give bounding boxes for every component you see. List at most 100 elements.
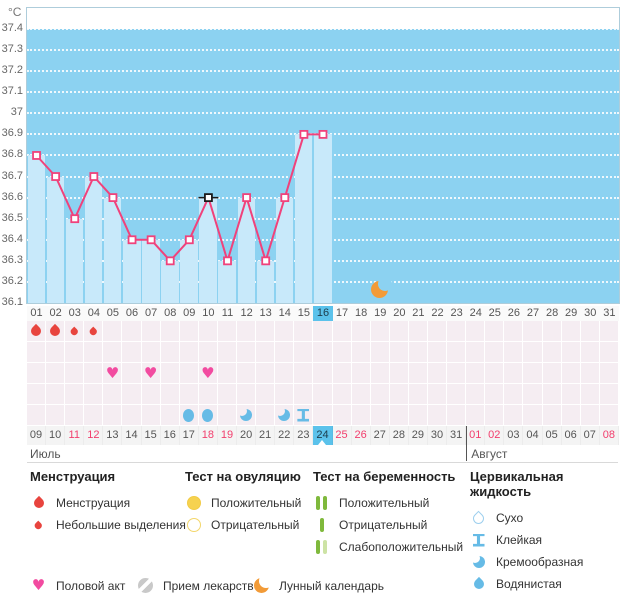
temperature-point-marker[interactable] <box>89 172 99 181</box>
grid-cell <box>237 321 257 342</box>
date-cell[interactable]: 08 <box>600 426 619 445</box>
cycle-day-cell[interactable]: 25 <box>488 307 501 319</box>
date-cell[interactable]: 30 <box>428 426 447 445</box>
cycle-day-cell[interactable]: 10 <box>202 307 215 319</box>
date-cell[interactable]: 22 <box>275 426 294 445</box>
date-cell[interactable]: 24 <box>313 426 333 445</box>
cycle-day-cell[interactable]: 13 <box>259 307 272 319</box>
date-cell[interactable]: 10 <box>46 426 65 445</box>
date-cell[interactable]: 13 <box>103 426 122 445</box>
date-cell[interactable]: 06 <box>562 426 581 445</box>
cycle-day-cell[interactable]: 04 <box>87 307 100 319</box>
temperature-point-marker[interactable] <box>70 214 80 224</box>
temperature-point-marker[interactable] <box>299 129 309 139</box>
grid-cell <box>351 384 371 405</box>
date-cell[interactable]: 20 <box>237 426 256 445</box>
grid-cell <box>427 384 448 405</box>
date-cell[interactable]: 14 <box>122 426 141 445</box>
y-axis-tick: 37.2 <box>1 64 23 77</box>
cycle-day-cell[interactable]: 06 <box>125 307 139 319</box>
cycle-day-cell[interactable]: 16 <box>313 306 333 321</box>
date-cell[interactable]: 25 <box>333 426 352 445</box>
date-cell[interactable]: 19 <box>218 426 237 445</box>
cycle-day-cell[interactable]: 11 <box>221 307 234 319</box>
fluid-creamy-icon <box>275 406 291 421</box>
cycle-day-cell[interactable]: 29 <box>565 307 578 319</box>
cycle-day-cell[interactable]: 07 <box>144 307 158 319</box>
date-cell[interactable]: 05 <box>543 426 562 445</box>
temperature-point-marker[interactable] <box>261 256 271 266</box>
temp-bar <box>218 260 237 303</box>
cycle-day-cell[interactable]: 14 <box>278 307 291 319</box>
cycle-day-cell[interactable]: 27 <box>526 307 540 319</box>
date-cell[interactable]: 28 <box>390 426 409 445</box>
grid-cell <box>485 405 505 426</box>
date-cell[interactable]: 17 <box>180 426 199 445</box>
temp-bar <box>46 176 65 303</box>
cycle-day-cell[interactable]: 03 <box>68 307 81 319</box>
cycle-day-cell[interactable]: 22 <box>431 307 444 319</box>
date-cell[interactable]: 23 <box>294 426 313 445</box>
cycle-day-cell[interactable]: 23 <box>450 307 463 319</box>
grid-cell <box>103 384 123 405</box>
cycle-day-cell[interactable]: 08 <box>164 307 177 319</box>
menstruation-drop-icon <box>69 326 79 336</box>
cycle-day-cell[interactable]: 19 <box>374 307 387 319</box>
cycle-day-cell[interactable]: 31 <box>603 307 616 319</box>
cycle-day-cell[interactable]: 02 <box>49 307 62 319</box>
temperature-point-marker[interactable] <box>165 256 175 266</box>
date-cell[interactable]: 27 <box>371 426 390 445</box>
grid-cell <box>504 321 524 342</box>
date-cell[interactable]: 29 <box>409 426 428 445</box>
grid-cell <box>523 384 543 405</box>
temperature-point-marker[interactable] <box>280 193 290 203</box>
grid-cell <box>27 384 47 405</box>
date-cell[interactable]: 16 <box>161 426 180 445</box>
date-cell[interactable]: 09 <box>27 426 46 445</box>
grid-cell <box>504 405 524 426</box>
cursor-point-marker[interactable] <box>204 193 213 203</box>
cycle-day-cell[interactable]: 17 <box>335 307 349 319</box>
date-cell[interactable]: 02 <box>485 426 504 445</box>
cycle-day-cell[interactable]: 18 <box>355 307 368 319</box>
date-cell[interactable]: 21 <box>256 426 275 445</box>
cycle-day-cell[interactable]: 01 <box>30 307 43 319</box>
temperature-point-marker[interactable] <box>318 129 328 139</box>
date-cell[interactable]: 26 <box>352 426 371 445</box>
cycle-day-cell[interactable]: 15 <box>297 307 310 319</box>
date-cell[interactable]: 12 <box>84 426 103 445</box>
menstruation-drop-icon <box>30 495 47 511</box>
date-cell[interactable]: 18 <box>199 426 218 445</box>
grid-cell <box>580 321 600 342</box>
temperature-point-marker[interactable] <box>184 235 194 245</box>
date-cell[interactable]: 31 <box>447 426 466 445</box>
date-cell[interactable]: 07 <box>581 426 600 445</box>
grid-cell <box>256 363 276 384</box>
temperature-point-marker[interactable] <box>223 256 232 266</box>
temperature-point-marker[interactable] <box>32 151 41 160</box>
cycle-day-cell[interactable]: 20 <box>393 307 406 319</box>
grid-cell <box>523 405 543 426</box>
date-cell[interactable]: 11 <box>65 426 84 445</box>
grid-cell <box>332 363 352 384</box>
cycle-day-cell[interactable]: 09 <box>183 307 196 319</box>
cycle-day-cell[interactable]: 12 <box>240 307 253 319</box>
grid-cell <box>275 342 295 363</box>
cycle-day-cell[interactable]: 26 <box>507 307 521 319</box>
temperature-point-marker[interactable] <box>146 235 156 245</box>
date-cell[interactable]: 01 <box>466 426 485 445</box>
cycle-day-cell[interactable]: 05 <box>106 307 120 319</box>
legend-menstruation-title: Менструация <box>30 469 116 484</box>
date-cell[interactable]: 15 <box>142 426 161 445</box>
grid-cell <box>237 342 257 363</box>
date-cell[interactable]: 04 <box>523 426 542 445</box>
date-cell[interactable]: 03 <box>504 426 523 445</box>
cycle-day-cell[interactable]: 30 <box>584 307 597 319</box>
temperature-point-marker[interactable] <box>127 235 137 245</box>
temperature-point-marker[interactable] <box>108 193 118 203</box>
cycle-day-cell[interactable]: 21 <box>412 307 425 319</box>
cycle-day-cell[interactable]: 28 <box>545 307 559 319</box>
cycle-day-cell[interactable]: 24 <box>469 307 482 319</box>
temperature-point-marker[interactable] <box>51 172 61 181</box>
temperature-point-marker[interactable] <box>242 193 252 203</box>
